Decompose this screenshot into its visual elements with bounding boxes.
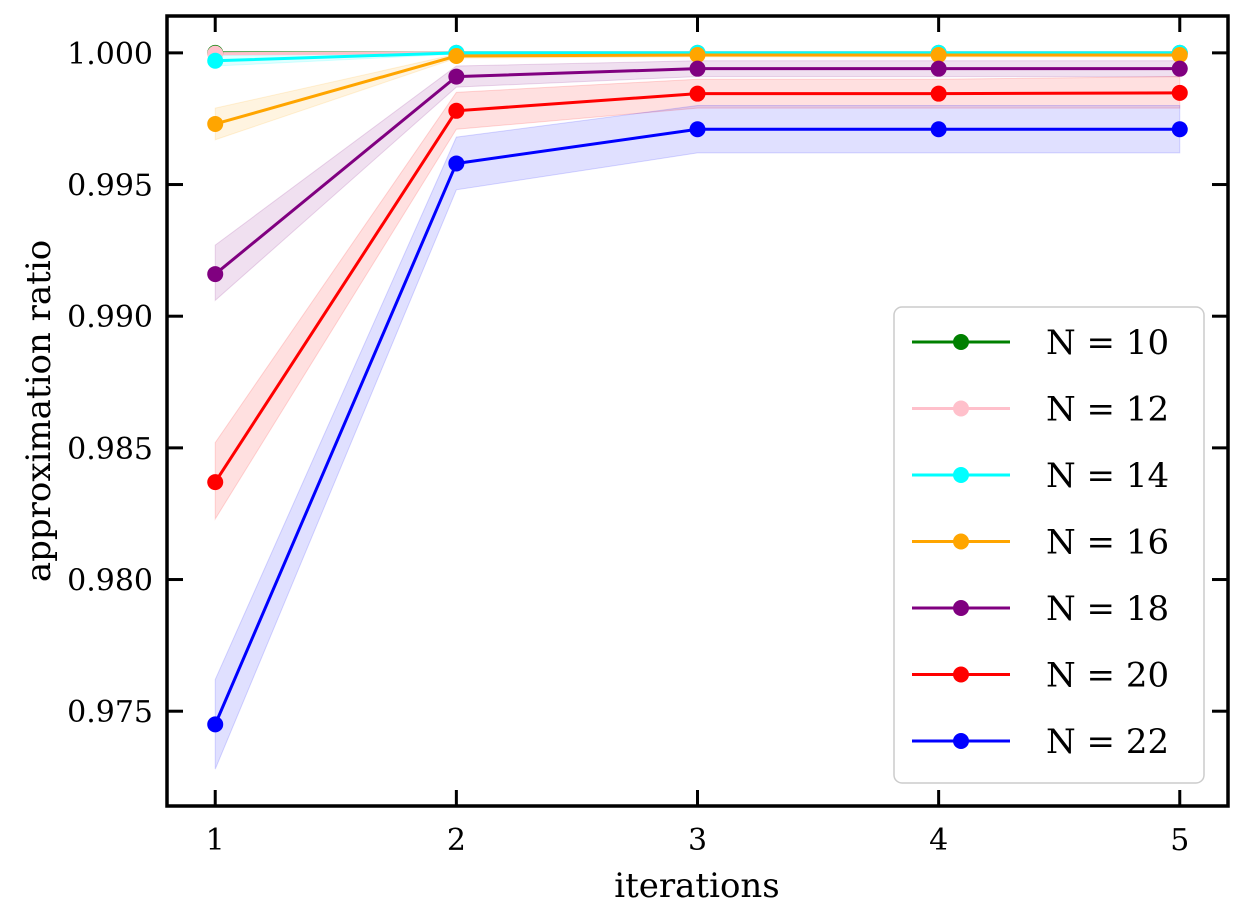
point-n-16-5	[1171, 46, 1188, 63]
legend-label-n-14: N = 14	[1046, 456, 1169, 496]
legend-marker-n-20	[953, 666, 969, 683]
y-axis-label: approximation ratio	[19, 240, 59, 582]
point-n-18-3	[689, 60, 706, 77]
point-n-18-4	[930, 60, 947, 77]
point-n-22-2	[448, 155, 465, 172]
point-n-22-1	[207, 716, 224, 733]
x-tick-label: 5	[1170, 823, 1189, 858]
x-axis-label: iterations	[614, 866, 780, 906]
x-axis-ticks: 1 2 3 4 5	[206, 16, 1189, 858]
x-tick-label: 4	[929, 823, 948, 858]
point-n-20-3	[689, 85, 706, 102]
point-n-22-5	[1171, 121, 1188, 138]
x-tick-label: 2	[447, 823, 466, 858]
legend-label-n-16: N = 16	[1046, 523, 1169, 563]
y-tick-label: 1.000	[67, 37, 153, 72]
legend-marker-n-10	[953, 334, 969, 350]
point-n-18-1	[207, 266, 224, 283]
legend-marker-n-18	[953, 600, 969, 616]
point-n-20-2	[448, 102, 465, 119]
point-n-16-1	[207, 115, 224, 132]
legend: N = 10 N = 12 N = 14 N = 16 N = 18 N = 20 N = …	[893, 306, 1205, 784]
point-n-16-2	[448, 48, 465, 65]
point-n-22-3	[689, 121, 706, 138]
legend-label-n-22: N = 22	[1046, 722, 1169, 762]
y-tick-label: 0.990	[67, 300, 153, 335]
legend-marker-n-12	[953, 400, 969, 417]
legend-label-n-20: N = 20	[1046, 656, 1169, 696]
point-n-18-2	[448, 68, 465, 85]
point-n-16-3	[689, 46, 706, 63]
point-n-14-1	[207, 52, 224, 69]
point-n-20-4	[930, 85, 947, 102]
point-n-20-1	[207, 474, 224, 491]
point-n-18-5	[1171, 60, 1188, 77]
legend-marker-n-22	[953, 733, 969, 749]
series-markers	[207, 44, 1188, 733]
band-n-22	[214, 105, 1181, 770]
legend-marker-n-14	[953, 467, 969, 483]
y-tick-label: 0.995	[67, 169, 153, 204]
band-n-20	[214, 76, 1181, 521]
y-axis-ticks: 0.975 0.980 0.985 0.990 0.995 1.000	[67, 37, 1228, 730]
point-n-22-4	[930, 121, 947, 138]
y-tick-label: 0.980	[67, 564, 153, 599]
y-tick-label: 0.985	[67, 432, 153, 467]
x-tick-label: 3	[688, 823, 707, 858]
legend-label-n-18: N = 18	[1046, 589, 1169, 629]
x-tick-label: 1	[206, 823, 225, 858]
legend-label-n-10: N = 10	[1046, 323, 1169, 363]
y-tick-label: 0.975	[67, 695, 153, 730]
point-n-20-5	[1171, 84, 1188, 101]
legend-label-n-12: N = 12	[1046, 390, 1169, 430]
legend-box	[893, 306, 1205, 784]
point-n-16-4	[930, 46, 947, 63]
legend-marker-n-16	[953, 533, 969, 550]
